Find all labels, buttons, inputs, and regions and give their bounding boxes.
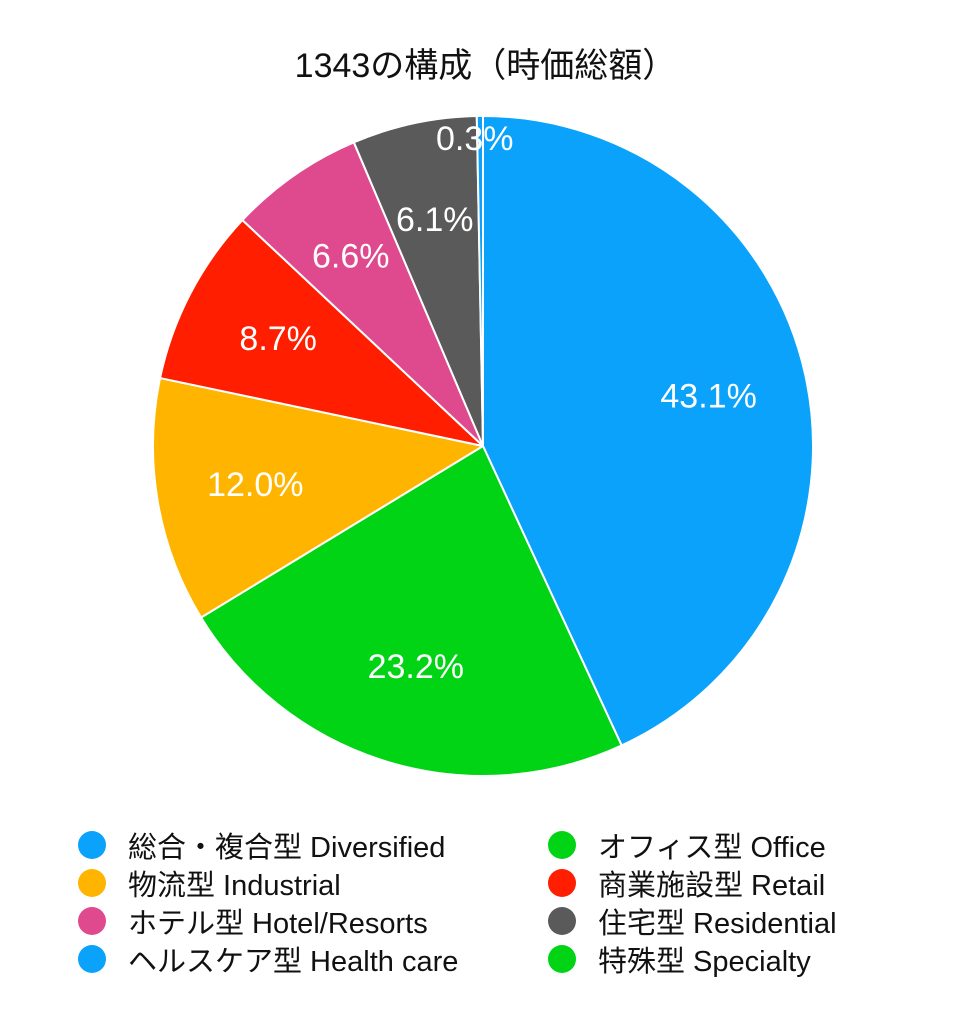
slice-data-label: 0.3%	[436, 120, 514, 158]
pie-slice	[200, 445, 623, 777]
legend-swatch	[78, 945, 106, 973]
legend-swatch	[548, 869, 576, 897]
legend-label: 商業施設型 Retail	[598, 870, 826, 902]
legend-item: 商業施設型 Retail	[548, 864, 918, 902]
legend-label: ホテル型 Hotel/Resorts	[128, 908, 428, 940]
slice-data-label: 8.7%	[239, 320, 317, 358]
legend-item: ホテル型 Hotel/Resorts	[78, 902, 548, 940]
legend-label: オフィス型 Office	[598, 832, 826, 864]
legend-label: 物流型 Industrial	[128, 870, 341, 902]
pie-slice	[159, 219, 484, 447]
legend-item: オフィス型 Office	[548, 826, 918, 864]
slice-data-label: 6.1%	[396, 201, 474, 239]
legend-label: 住宅型 Residential	[598, 908, 837, 940]
pie-slice	[352, 115, 484, 447]
slice-data-label: 23.2%	[368, 648, 464, 686]
legend-label: 特殊型 Specialty	[598, 946, 811, 978]
legend-swatch	[78, 907, 106, 935]
slice-data-label: 43.1%	[660, 377, 756, 415]
pie-slice	[152, 377, 484, 619]
slice-data-label: 12.0%	[207, 466, 303, 504]
legend-item: 特殊型 Specialty	[548, 940, 918, 978]
chart-legend: 総合・複合型 Diversified オフィス型 Office 物流型 Indust…	[78, 826, 918, 978]
legend-item: ヘルスケア型 Health care	[78, 940, 548, 978]
legend-item: 物流型 Industrial	[78, 864, 548, 902]
pie-slice	[475, 115, 484, 447]
pie-slice	[482, 115, 814, 747]
legend-item: 総合・複合型 Diversified	[78, 826, 548, 864]
pie-slice	[241, 141, 484, 447]
chart-title: 1343の構成（時価総額）	[294, 47, 677, 85]
legend-label: 総合・複合型 Diversified	[128, 832, 446, 864]
legend-swatch	[548, 945, 576, 973]
slice-data-label: 6.6%	[312, 238, 390, 276]
legend-label: ヘルスケア型 Health care	[128, 946, 459, 978]
legend-swatch	[548, 831, 576, 859]
legend-item: 住宅型 Residential	[548, 902, 918, 940]
legend-swatch	[78, 869, 106, 897]
legend-swatch	[548, 907, 576, 935]
legend-swatch	[78, 831, 106, 859]
